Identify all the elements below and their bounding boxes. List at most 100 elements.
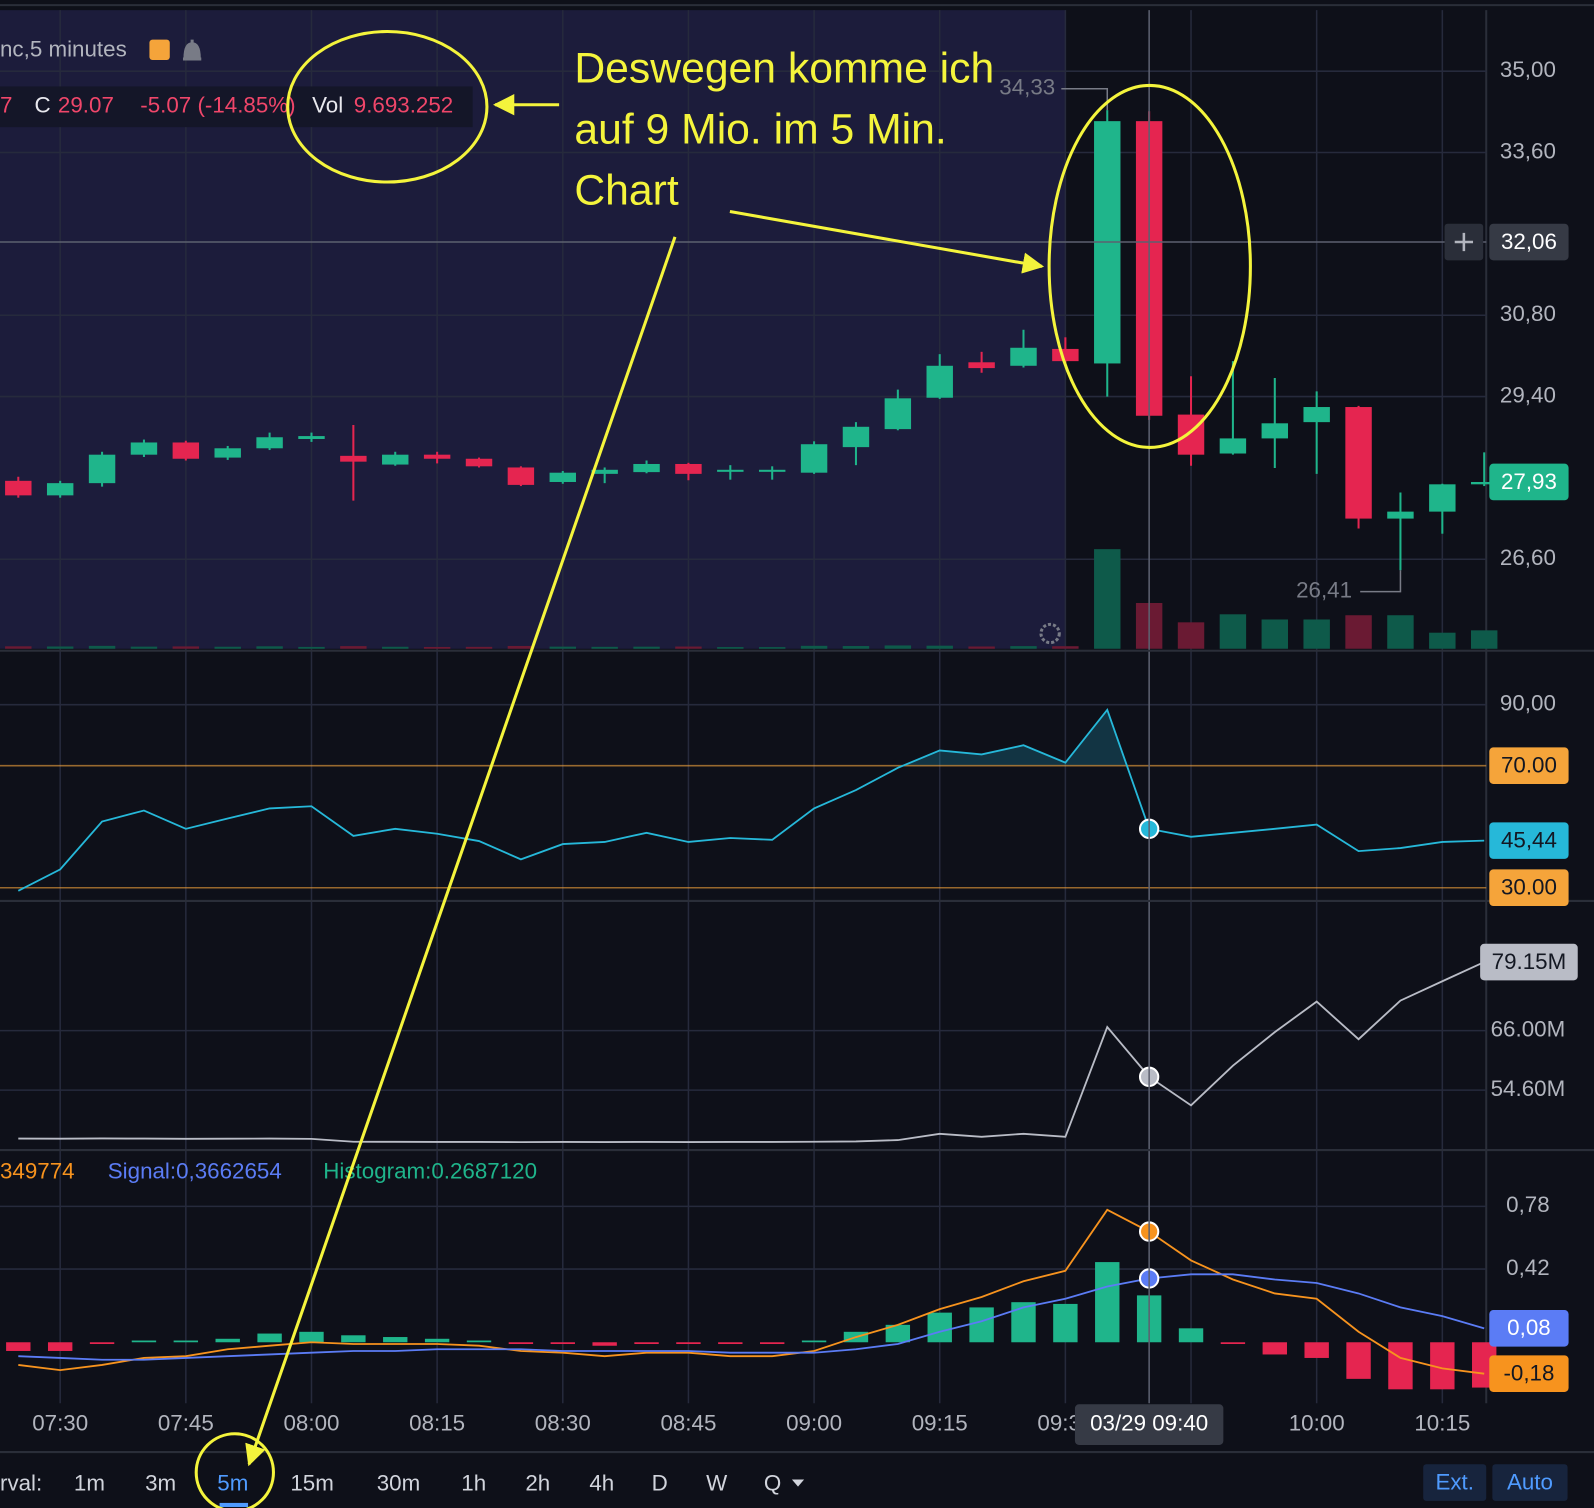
candle-body — [1010, 347, 1037, 366]
candle-body — [1219, 438, 1247, 454]
interval-button[interactable]: 4h — [589, 1471, 614, 1496]
interval-label: rval: — [0, 1471, 42, 1496]
macd-last-tag-bg — [1489, 1355, 1569, 1392]
last-price-tag-bg — [1489, 463, 1569, 501]
annotation-text: auf 9 Mio. im 5 Min. — [574, 105, 946, 153]
close-label: C — [35, 93, 51, 118]
candle-body — [130, 442, 158, 455]
volume-bar — [88, 645, 116, 649]
alert-icon[interactable] — [182, 39, 202, 61]
x-tick-label: 07:30 — [32, 1411, 88, 1436]
highlight-ellipse — [286, 29, 489, 184]
volume-bar — [1010, 646, 1037, 649]
volume-bar — [1387, 615, 1414, 649]
candle-body — [549, 472, 576, 482]
band-tag-bg — [1489, 747, 1569, 784]
volume-bar — [1470, 630, 1498, 649]
volume-bar — [382, 646, 409, 649]
ext-button-bg[interactable] — [1423, 1464, 1487, 1501]
ext-button[interactable]: Ext. — [1435, 1469, 1474, 1494]
active-interval-underline — [219, 1502, 249, 1507]
settings-icon[interactable] — [1039, 622, 1061, 645]
annotation-text: Chart — [574, 166, 679, 214]
volume-bar — [1345, 615, 1372, 649]
histogram-bar — [6, 1342, 31, 1351]
histogram-bar — [634, 1342, 659, 1345]
interval-button[interactable]: 30m — [377, 1471, 420, 1496]
candle-body — [1177, 414, 1205, 455]
histogram-bar — [676, 1342, 701, 1345]
interval-button[interactable]: 15m — [290, 1471, 333, 1496]
interval-button[interactable]: 1h — [461, 1471, 486, 1496]
legend-entry: 349774 — [0, 1158, 75, 1183]
dropdown-arrow[interactable] — [791, 1479, 805, 1487]
x-tick-label: 10:15 — [1414, 1411, 1470, 1436]
highlight-ellipse — [1047, 83, 1252, 449]
y-tick-label: 0,78 — [1506, 1192, 1550, 1217]
interval-button[interactable]: 1m — [74, 1471, 105, 1496]
x-tick-label: 07:45 — [158, 1411, 214, 1436]
candle-body — [256, 437, 283, 449]
histogram-bar — [424, 1338, 450, 1343]
candle-body — [758, 469, 786, 472]
candle-body — [88, 454, 116, 484]
candle-body — [1429, 484, 1456, 512]
histogram-bar — [1011, 1302, 1036, 1343]
band-tag-bg — [1489, 869, 1569, 907]
change: -5.07 (-14.85%) — [140, 93, 295, 118]
volume-bar — [1094, 549, 1121, 649]
band-tag: 70.00 — [1501, 753, 1557, 778]
volume-bar — [46, 646, 74, 649]
rsi-line — [17, 708, 1485, 892]
x-tick-label: 09:15 — [912, 1411, 968, 1436]
volume-bar — [1052, 646, 1079, 649]
histogram-bar — [801, 1340, 827, 1343]
vol-value: 9.693.252 — [354, 93, 453, 118]
volume-bar — [675, 646, 702, 649]
histogram-bar — [466, 1340, 492, 1343]
rsi-last-tag-bg — [1489, 822, 1569, 859]
histogram-bar — [1304, 1342, 1329, 1358]
interval-button[interactable]: W — [706, 1471, 728, 1496]
volume-bar — [1219, 614, 1247, 649]
candle-body — [1387, 511, 1414, 519]
auto-button[interactable]: Auto — [1507, 1469, 1553, 1494]
interval-button[interactable]: 5m — [217, 1471, 248, 1496]
interval-button[interactable]: 3m — [145, 1471, 176, 1496]
crosshair-price-tag-bg — [1489, 223, 1569, 261]
histogram-bar — [383, 1337, 408, 1343]
volume-bar — [1303, 619, 1330, 649]
candle-body — [1345, 407, 1372, 519]
legend-entry: Histogram:0.2687120 — [323, 1158, 537, 1183]
candle-body — [968, 362, 995, 369]
histogram-bar — [257, 1333, 282, 1343]
histogram-bar — [885, 1324, 911, 1343]
candle-body — [884, 398, 912, 430]
auto-button-bg[interactable] — [1492, 1464, 1568, 1501]
candle-body — [1261, 423, 1289, 439]
interval-button[interactable]: 2h — [525, 1471, 550, 1496]
volume-bar — [968, 646, 995, 649]
volume-bar — [130, 646, 158, 649]
macd-line — [18, 1208, 1485, 1375]
histogram-bar — [47, 1342, 73, 1351]
candle-body — [591, 469, 618, 474]
macd-last-tag-bg — [1489, 1310, 1569, 1347]
note-icon[interactable] — [149, 39, 170, 60]
histogram-bar — [1095, 1262, 1120, 1343]
macd-line — [18, 1273, 1485, 1361]
candle-body — [172, 442, 200, 459]
volume-bar — [1261, 619, 1289, 649]
candle-body — [298, 436, 325, 439]
candle-body — [1470, 481, 1498, 485]
annotation-arrow — [245, 236, 677, 1467]
histogram-bar — [173, 1340, 199, 1343]
histogram-bar — [299, 1331, 324, 1343]
volume-bar — [633, 646, 660, 649]
y-tick-label: 0,42 — [1506, 1255, 1550, 1280]
interval-button[interactable]: Q — [764, 1471, 781, 1496]
interval-button[interactable]: D — [652, 1471, 668, 1496]
annotation-arrow — [729, 210, 1045, 274]
x-tick-label: 08:30 — [535, 1411, 591, 1436]
y-tick-label: 35,00 — [1500, 57, 1556, 82]
